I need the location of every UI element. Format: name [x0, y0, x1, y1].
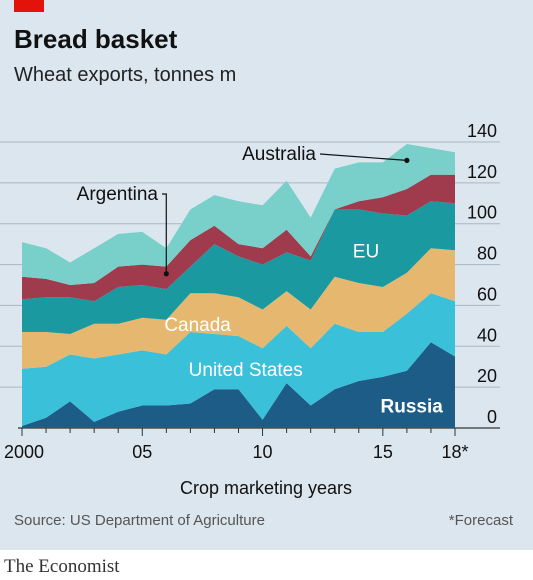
area-layers [22, 144, 455, 428]
chart-subtitle: Wheat exports, tonnes m [14, 64, 237, 86]
y-tick-label-40: 40 [477, 325, 497, 345]
publisher-brand: The Economist [4, 556, 120, 577]
brand-tag [14, 0, 44, 12]
forecast-note: *Forecast [448, 512, 513, 529]
x-axis-label: Crop marketing years [180, 478, 352, 498]
series-label-eu: EU [353, 241, 379, 262]
y-tick-label-140: 140 [467, 121, 497, 141]
y-tick-label-80: 80 [477, 244, 497, 264]
chart-title: Bread basket [14, 24, 178, 54]
y-tick-label-60: 60 [477, 284, 497, 304]
series-label-russia: Russia [381, 397, 444, 418]
leader-dot-australia [404, 157, 410, 163]
x-tick-label-2018: 18* [441, 442, 468, 462]
area-argentina [22, 174, 455, 302]
area-canada [22, 248, 455, 369]
x-tick-label-2010: 10 [253, 442, 273, 462]
area-australia [22, 144, 455, 285]
area-russia [22, 342, 455, 428]
x-tick-label-2005: 05 [132, 442, 152, 462]
leader-dot-argentina [163, 271, 169, 277]
source-note: Source: US Department of Agriculture [14, 512, 265, 529]
series-label-argentina: Argentina [77, 184, 159, 205]
area-united-states [22, 293, 455, 426]
series-label-united-states: United States [189, 360, 303, 381]
series-labels: Russia United States Canada EU Argentina Aust… [77, 144, 444, 418]
y-tick-label-20: 20 [477, 366, 497, 386]
y-tick-label-120: 120 [467, 162, 497, 182]
y-tick-label-0: 0 [487, 407, 497, 427]
y-axis-ticks: 0 20 40 60 80 100 120 140 [467, 121, 497, 427]
area-eu [22, 201, 455, 334]
y-tick-label-100: 100 [467, 203, 497, 223]
leader-line-australia [319, 153, 407, 161]
series-label-canada: Canada [164, 315, 231, 336]
series-label-australia: Australia [242, 144, 316, 165]
stacked-area-chart: 0 20 40 60 80 100 120 140 2000 05 10 15 18* Russia U… [0, 121, 500, 498]
x-tick-label-2000: 2000 [4, 442, 44, 462]
x-tick-label-2015: 15 [373, 442, 393, 462]
x-axis: 2000 05 10 15 18* [4, 428, 469, 462]
leader-line-argentina [162, 193, 167, 274]
